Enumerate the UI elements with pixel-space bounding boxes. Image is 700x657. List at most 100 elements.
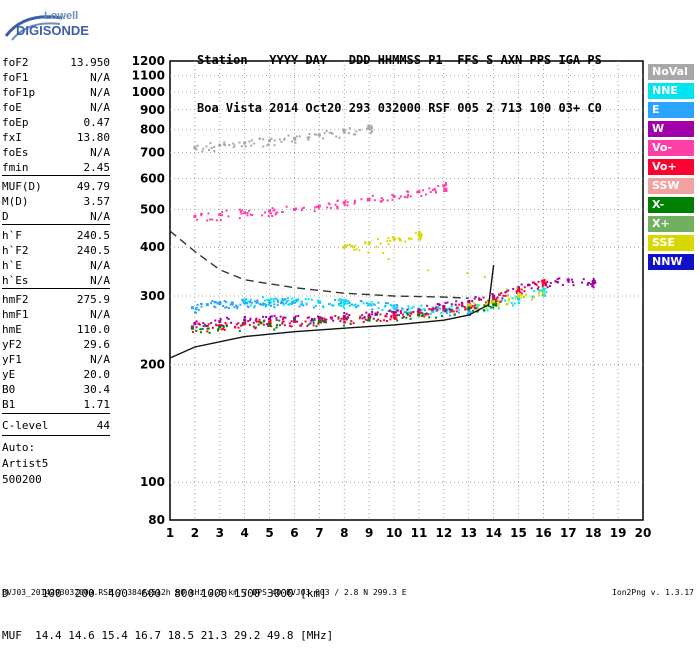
echo-dot (419, 234, 422, 237)
echo-dot (478, 298, 481, 301)
echo-dot (504, 294, 507, 297)
param-name: 500200 (2, 473, 42, 486)
echo-dot (309, 322, 312, 325)
echo-dot (357, 304, 360, 307)
echo-dot (353, 202, 356, 205)
echo-dot (232, 142, 235, 145)
x-tick-label: 6 (290, 526, 298, 540)
echo-dot (371, 313, 374, 316)
echo-dot (335, 135, 338, 138)
echo-dot (485, 301, 488, 304)
echo-dot (453, 313, 456, 316)
echo-dot (249, 319, 252, 322)
echo-dot (338, 298, 341, 301)
x-tick-label: 14 (485, 526, 502, 540)
echo-dot (395, 309, 398, 312)
echo-dot (420, 311, 423, 314)
echo-dot (539, 289, 542, 292)
echo-dot (219, 302, 222, 305)
echo-dot (206, 324, 209, 327)
param-row: B0 30.4 (2, 383, 110, 398)
echo-dot (210, 302, 213, 305)
y-tick-label: 1100 (132, 69, 165, 83)
echo-dot (437, 184, 440, 187)
param-name: foE (2, 101, 22, 114)
echo-dot (511, 297, 514, 300)
echo-dot (368, 241, 371, 244)
legend-item: NNE (648, 83, 694, 99)
echo-dot (375, 312, 378, 315)
data-point (367, 303, 371, 307)
data-point (392, 313, 396, 317)
echo-dot (289, 303, 292, 306)
echo-dot (339, 304, 342, 307)
data-point (517, 297, 521, 301)
param-value: 110.0 (76, 323, 110, 336)
echo-dot (591, 279, 594, 282)
echo-dot (436, 306, 439, 309)
echo-dot (306, 316, 309, 319)
echo-dot (247, 320, 250, 323)
param-name: hmF1 (2, 308, 29, 321)
param-name: Auto: (2, 441, 36, 454)
echo-dot (346, 201, 349, 204)
echo-dot (398, 197, 401, 200)
echo-dot (240, 212, 243, 215)
echo-dot (252, 325, 255, 328)
echo-dot (492, 306, 495, 309)
echo-dot (279, 315, 282, 318)
echo-dot (556, 278, 559, 281)
echo-dot (304, 298, 307, 301)
param-value: 0.47 (83, 116, 111, 129)
echo-dot (343, 303, 346, 306)
echo-dot (407, 307, 410, 310)
echo-dot (468, 311, 471, 314)
echo-dot (301, 303, 304, 306)
echo-dot (306, 324, 309, 327)
echo-dot (267, 324, 270, 327)
data-point (442, 184, 446, 188)
echo-dot (370, 129, 373, 132)
echo-dot (254, 326, 257, 329)
echo-dot (300, 324, 303, 327)
echo-dot (403, 311, 406, 314)
echo-dot (466, 271, 469, 274)
echo-dot (262, 302, 265, 305)
echo-dot (502, 294, 505, 297)
echo-dot (266, 144, 269, 147)
echo-dot (323, 319, 326, 322)
echo-dot (430, 308, 433, 311)
echo-dot (268, 302, 271, 305)
echo-dot (224, 144, 227, 147)
echo-dot (362, 321, 365, 324)
echo-dot (463, 306, 466, 309)
echo-dot (339, 320, 342, 323)
echo-dot (202, 322, 205, 325)
data-point (193, 146, 197, 150)
echo-dot (520, 293, 523, 296)
echo-dot (266, 298, 269, 301)
y-tick-label: 1200 (132, 54, 165, 68)
data-point (317, 300, 321, 304)
echo-dot (402, 313, 405, 316)
echo-dot (367, 124, 370, 127)
echo-dot (298, 305, 301, 308)
echo-dot (444, 310, 447, 313)
echo-dot (496, 299, 499, 302)
echo-dot (281, 302, 284, 305)
echo-dot (444, 302, 447, 305)
echo-dot (467, 309, 470, 312)
data-point (243, 141, 247, 145)
echo-dot (474, 295, 477, 298)
echo-dot (225, 301, 228, 304)
echo-dot (385, 319, 388, 322)
echo-dot (210, 146, 213, 149)
data-point (292, 207, 296, 211)
data-point (367, 317, 371, 321)
echo-dot (269, 319, 272, 322)
echo-dot (348, 304, 351, 307)
data-point (243, 211, 247, 215)
echo-dot (273, 139, 276, 142)
echo-dot (379, 200, 382, 203)
echo-dot (281, 210, 284, 213)
